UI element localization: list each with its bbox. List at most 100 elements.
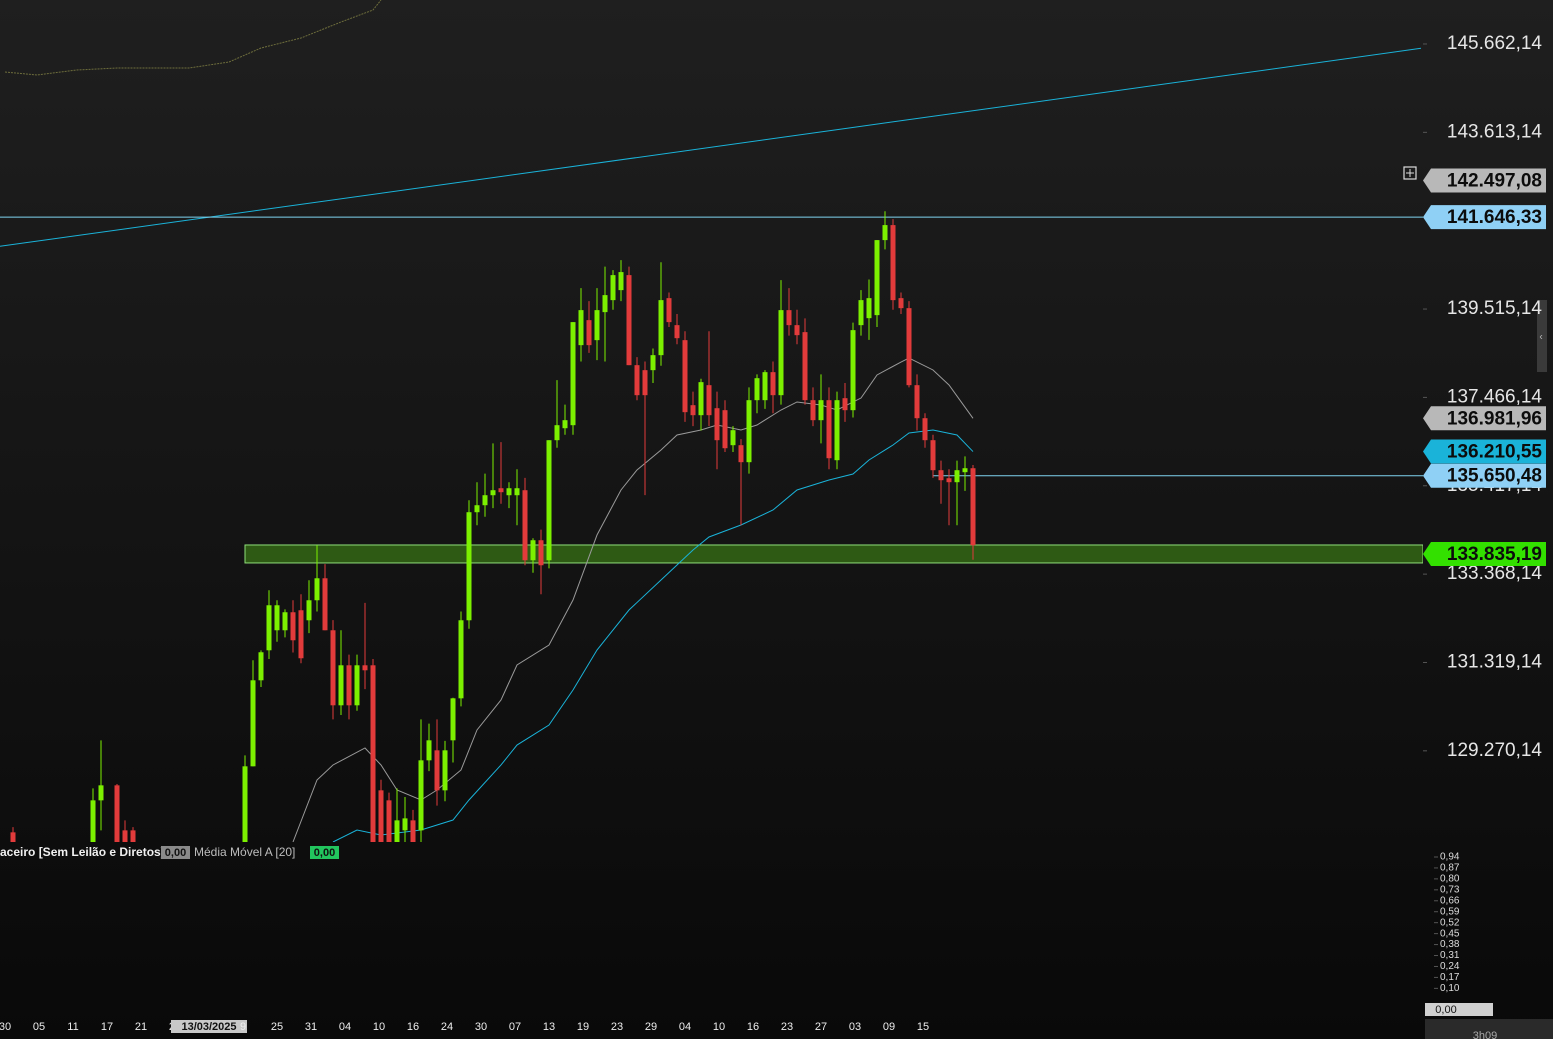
x-tick-label: 16 bbox=[407, 1021, 419, 1033]
indicator-tick-label: 0,87 bbox=[1440, 863, 1460, 874]
candle-body bbox=[682, 340, 688, 413]
x-tick-label: 16 bbox=[747, 1021, 759, 1033]
candle-body bbox=[514, 488, 520, 496]
price-marker-label: 133.835,19 bbox=[1447, 544, 1542, 565]
candle-body bbox=[450, 698, 456, 741]
candle-body bbox=[522, 490, 528, 561]
x-tick-label: 9 bbox=[240, 1021, 246, 1033]
price-marker bbox=[1423, 541, 1546, 566]
candle-body bbox=[570, 322, 576, 426]
candle-body bbox=[826, 400, 832, 459]
candle-body bbox=[874, 240, 880, 316]
candle-body bbox=[842, 398, 848, 411]
indicator-tick-label: 0,31 bbox=[1440, 950, 1460, 961]
indicator-tick-label: 0,38 bbox=[1440, 939, 1460, 950]
candle-body bbox=[882, 225, 888, 241]
x-tick-label: 09 bbox=[883, 1021, 895, 1033]
candle-body bbox=[642, 370, 648, 396]
x-tick-label: 23 bbox=[781, 1021, 793, 1033]
candle-body bbox=[378, 790, 384, 842]
candle-body bbox=[498, 488, 504, 493]
indicator-tick-label: 0,94 bbox=[1440, 852, 1460, 863]
candle-body bbox=[906, 308, 912, 386]
indicator-current-label: 0,00 bbox=[1435, 1004, 1456, 1016]
indicator-panel: aceiro [Sem Leilão e Diretos] 0,00 Média… bbox=[0, 845, 1493, 1016]
ma-value: 0,00 bbox=[314, 847, 335, 859]
crosshair-icon[interactable] bbox=[1403, 166, 1417, 180]
candle-body bbox=[770, 372, 776, 396]
support-zone bbox=[244, 544, 1423, 564]
candle-body bbox=[290, 612, 296, 641]
candle-body bbox=[314, 578, 320, 601]
candle-body bbox=[858, 300, 864, 326]
candle-body bbox=[258, 652, 264, 681]
indicator-title: aceiro [Sem Leilão e Diretos] bbox=[0, 845, 165, 859]
y-tick-label: 131.319,14 bbox=[1447, 651, 1543, 672]
scroll-handle[interactable] bbox=[1537, 300, 1547, 372]
moving-average bbox=[292, 357, 974, 842]
candle-body bbox=[898, 298, 904, 309]
candle-body bbox=[722, 410, 728, 449]
candle-body bbox=[338, 665, 344, 706]
candle-body bbox=[402, 818, 408, 831]
candle-body bbox=[330, 630, 336, 706]
indicator-tick-label: 0,24 bbox=[1440, 961, 1460, 972]
candle-body bbox=[786, 310, 792, 326]
x-tick-label: 21 bbox=[135, 1021, 147, 1033]
candle-body bbox=[466, 512, 472, 621]
candle-body bbox=[698, 382, 704, 416]
indicator-tick-label: 0,66 bbox=[1440, 895, 1460, 906]
candle-body bbox=[370, 665, 376, 842]
x-tick-label: 04 bbox=[679, 1021, 691, 1033]
indicator-tick-label: 0,73 bbox=[1440, 884, 1460, 895]
collapse-arrow[interactable]: ‹ bbox=[1539, 332, 1542, 343]
candle-body bbox=[490, 490, 496, 496]
price-marker bbox=[1423, 439, 1546, 464]
candle-body bbox=[914, 385, 920, 419]
candle-body bbox=[610, 275, 616, 301]
x-tick-label: 10 bbox=[373, 1021, 385, 1033]
indicator-tick-label: 0,17 bbox=[1440, 972, 1460, 983]
price-marker bbox=[1423, 168, 1546, 193]
x-tick-label: 13/03/2025 bbox=[181, 1021, 236, 1033]
candle-body bbox=[10, 832, 16, 842]
candle-body bbox=[666, 298, 672, 323]
trendline bbox=[0, 47, 1422, 247]
indicator-value: 0,00 bbox=[165, 847, 186, 859]
candle-body bbox=[922, 418, 928, 441]
candle-body bbox=[778, 310, 784, 396]
ma-label: Média Móvel A [20] bbox=[194, 845, 295, 859]
candle-body bbox=[706, 385, 712, 416]
x-tick-label: 17 bbox=[101, 1021, 113, 1033]
candle-body bbox=[586, 320, 592, 346]
candle-body bbox=[730, 430, 736, 446]
candle-body bbox=[458, 620, 464, 699]
price-marker-label: 136.981,96 bbox=[1447, 408, 1542, 429]
x-tick-label: 11 bbox=[67, 1021, 78, 1033]
candle-body bbox=[930, 440, 936, 471]
timer: 3h09 bbox=[1473, 1030, 1497, 1039]
price-marker bbox=[1423, 406, 1546, 431]
price-marker-label: 136.210,55 bbox=[1447, 442, 1543, 463]
y-tick-label: 129.270,14 bbox=[1447, 740, 1543, 761]
x-tick-label: 15 bbox=[917, 1021, 929, 1033]
candle-body bbox=[482, 495, 488, 506]
candle-body bbox=[410, 820, 416, 842]
candle-body bbox=[818, 400, 824, 421]
candle-body bbox=[442, 750, 448, 791]
moving-average bbox=[4, 0, 382, 76]
x-tick-label: 30 bbox=[0, 1021, 11, 1033]
time-axis: 30 05 11 17 21 27 13/03/2025 9 25 31 04 10 16 24 30 07 1… bbox=[0, 1020, 929, 1033]
indicator-tick-label: 0,52 bbox=[1440, 917, 1460, 928]
candle-body bbox=[418, 760, 424, 831]
candle-body bbox=[626, 275, 632, 366]
price-marker bbox=[1423, 463, 1546, 488]
x-tick-label: 24 bbox=[441, 1021, 453, 1033]
candle-body bbox=[754, 378, 760, 401]
plot-area bbox=[0, 0, 1423, 842]
candle-body bbox=[562, 420, 568, 429]
x-tick-label: 19 bbox=[577, 1021, 589, 1033]
candle-body bbox=[850, 330, 856, 411]
